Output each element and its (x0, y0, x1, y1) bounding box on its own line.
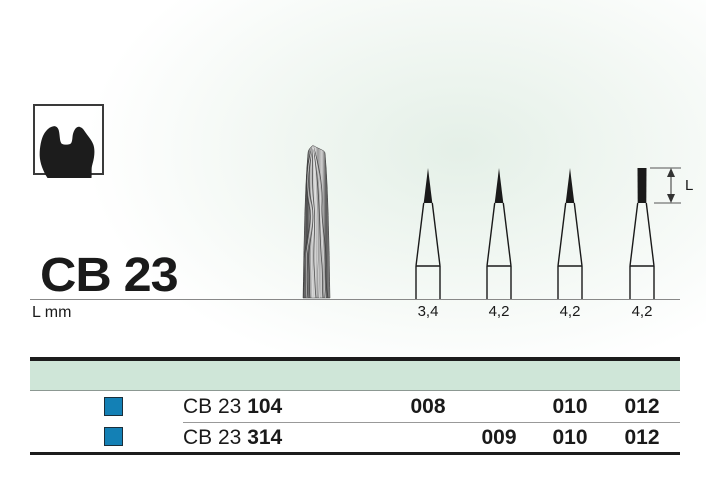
svg-text:3,4: 3,4 (418, 303, 439, 320)
svg-text:4,2: 4,2 (560, 303, 581, 320)
svg-text:L: L (685, 177, 693, 194)
svg-text:4,2: 4,2 (489, 303, 510, 320)
svg-text:4,2: 4,2 (632, 303, 653, 320)
